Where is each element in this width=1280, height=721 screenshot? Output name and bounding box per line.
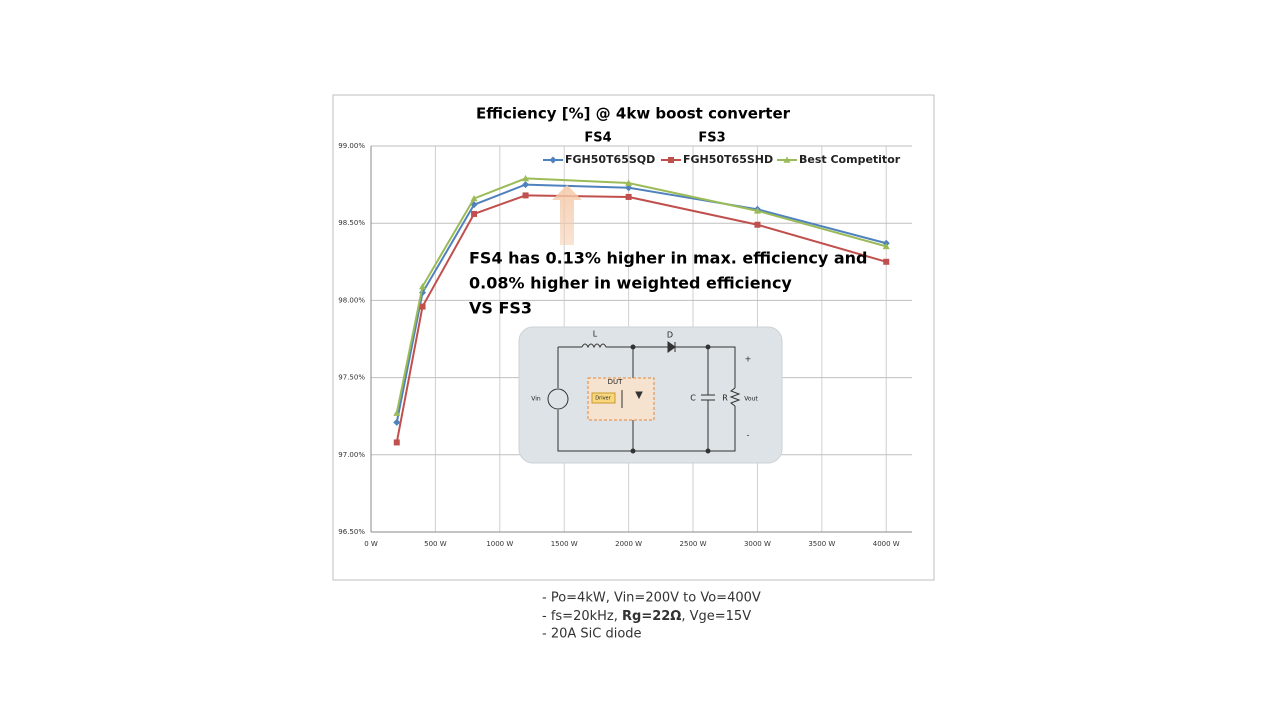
marker xyxy=(883,258,890,265)
circuit-label: L xyxy=(593,330,598,339)
plot: 0 W 500 W 1000 W 1500 W 2000 W 2500 W 3000 W 35… xyxy=(338,142,912,548)
circuit-label: Vout xyxy=(744,396,758,403)
note: - fs=20kHz, Rg=22Ω, Vge=15V xyxy=(542,609,751,624)
marker xyxy=(419,303,426,310)
chart-title: Efficiency [%] @ 4kw boost converter xyxy=(476,105,791,123)
note-part: Rg=22Ω xyxy=(622,609,681,624)
legend-label: Best Competitor xyxy=(799,153,901,166)
circuit-label: R xyxy=(722,394,728,403)
x-tick-label: 3000 W xyxy=(744,540,771,548)
marker xyxy=(419,283,427,290)
marker xyxy=(625,184,633,192)
circuit-label: + xyxy=(745,355,752,364)
x-tick-label: 500 W xyxy=(424,540,447,548)
marker xyxy=(471,210,478,217)
marker xyxy=(393,418,401,426)
y-tick-label: 97.00% xyxy=(338,451,365,459)
x-tick-label: 1500 W xyxy=(551,540,578,548)
marker xyxy=(470,194,478,202)
circuit-label: C xyxy=(690,394,696,403)
y-tick-label: 97.50% xyxy=(338,374,365,382)
x-tick-label: 4000 W xyxy=(873,540,900,548)
callout: FS4 has 0.13% higher in max. efficiency … xyxy=(469,249,867,268)
marker xyxy=(522,174,530,182)
y-tick-label: 96.50% xyxy=(338,528,365,536)
legend-label: FGH50T65SQD xyxy=(565,153,655,166)
x-tick-label: 0 W xyxy=(364,540,378,548)
note-part: - fs=20kHz, xyxy=(542,609,622,624)
y-tick-label: 98.00% xyxy=(338,296,365,304)
marker xyxy=(668,157,674,163)
marker xyxy=(625,179,633,186)
circuit-label: DUT xyxy=(608,378,624,386)
x-tick-label: 2000 W xyxy=(615,540,642,548)
marker xyxy=(753,207,761,214)
marker xyxy=(754,221,761,228)
marker xyxy=(393,439,400,446)
x-tick-label: 1000 W xyxy=(486,540,513,548)
arrow xyxy=(552,185,582,245)
marker xyxy=(625,193,632,200)
circuit-label: - xyxy=(747,431,750,440)
x-tick-label: 2500 W xyxy=(680,540,707,548)
callout: VS FS3 xyxy=(469,299,532,318)
x-tick-label: 3500 W xyxy=(808,540,835,548)
annotation: FS4 xyxy=(584,131,611,146)
circuit-label: D xyxy=(667,331,673,340)
marker xyxy=(393,409,401,416)
note: - Po=4kW, Vin=200V to Vo=400V xyxy=(542,591,761,606)
circuit-label: Vin xyxy=(531,396,541,403)
callout: 0.08% higher in weighted efficiency xyxy=(469,274,792,293)
circuit xyxy=(518,326,783,464)
y-tick-label: 99.00% xyxy=(338,142,365,150)
y-tick-label: 98.50% xyxy=(338,219,365,227)
legend-label: FGH50T65SHD xyxy=(683,153,773,166)
note: - 20A SiC diode xyxy=(542,627,642,642)
marker xyxy=(549,156,557,164)
marker xyxy=(783,156,791,163)
marker xyxy=(882,242,890,250)
marker xyxy=(522,192,529,199)
annotation: FS3 xyxy=(698,131,725,146)
circuit-label: Driver xyxy=(595,396,611,402)
legend: FGH50T65SQD FGH50T65SHD Best Competitor xyxy=(543,153,901,166)
note-part: , Vge=15V xyxy=(681,609,751,624)
marker xyxy=(522,181,530,189)
